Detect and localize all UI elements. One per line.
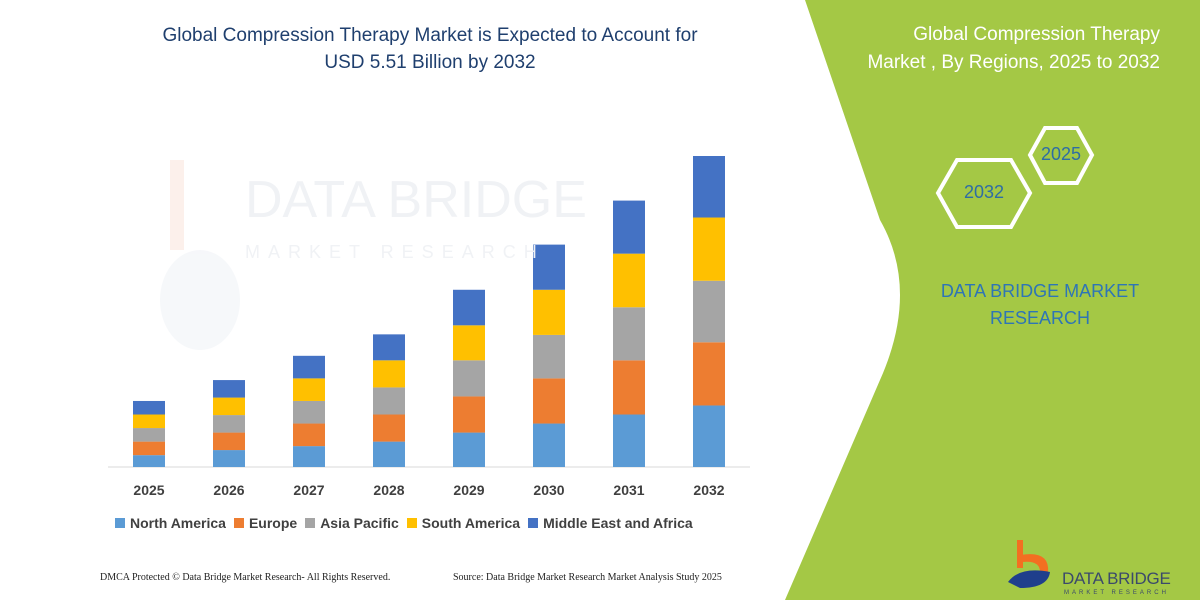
- bar-segment-2030-asia-pacific: [533, 334, 565, 379]
- chart-title-line1: Global Compression Therapy Market is Exp…: [162, 25, 698, 46]
- logo-subtext: MARKET RESEARCH: [1064, 590, 1169, 596]
- bar-segment-2028-europe: [373, 414, 405, 442]
- legend-swatch: [406, 518, 417, 528]
- x-tick-label: 2027: [293, 482, 325, 498]
- bar-segment-2026-europe: [213, 432, 245, 451]
- hex-label-2032: 2032: [963, 182, 1005, 202]
- x-tick-label: 2026: [213, 482, 245, 498]
- x-tick-label: 2030: [533, 482, 565, 498]
- bar-segment-2025-north-america: [133, 455, 165, 467]
- bar-segment-2027-south-america: [293, 378, 325, 401]
- bar-segment-2032-europe: [693, 342, 725, 406]
- legend-item: Middle East and Africa: [528, 515, 693, 531]
- legend-swatch: [305, 518, 316, 528]
- bar-segment-2031-middle-east-and-africa: [613, 200, 645, 254]
- bar-segment-2030-europe: [533, 378, 565, 424]
- watermark-subtext: MARKET RESEARCH: [245, 242, 545, 262]
- panel-title-line1: Global Compression Therapy: [913, 24, 1160, 45]
- x-tick-label: 2028: [373, 482, 405, 498]
- brand-text: DATA BRIDGE MARKET RESEARCH: [905, 278, 1175, 332]
- bar-segment-2028-asia-pacific: [373, 387, 405, 415]
- bar-segment-2027-europe: [293, 423, 325, 447]
- hexagon-2032: [935, 158, 1033, 229]
- bar-segment-2026-north-america: [213, 450, 245, 467]
- watermark-logo-icon: [160, 160, 240, 350]
- chart-title-line2: USD 5.51 Billion by 2032: [324, 52, 536, 73]
- bar-segment-2030-middle-east-and-africa: [533, 244, 565, 290]
- bar-segment-2029-north-america: [453, 432, 485, 467]
- legend-item: North America: [115, 515, 226, 531]
- bar-segment-2031-europe: [613, 360, 645, 415]
- panel-title: Global Compression Therapy Market , By R…: [830, 21, 1160, 77]
- bar-segment-2031-asia-pacific: [613, 307, 645, 361]
- legend-label: North America: [130, 515, 226, 531]
- bar-segment-2029-middle-east-and-africa: [453, 289, 485, 326]
- bar-segment-2028-north-america: [373, 441, 405, 467]
- legend-swatch: [233, 518, 244, 528]
- bar-segment-2030-north-america: [533, 423, 565, 467]
- brand-line2: RESEARCH: [989, 308, 1091, 328]
- legend-label: Europe: [248, 515, 298, 531]
- legend-item: Asia Pacific: [305, 515, 399, 531]
- footer-source: Source: Data Bridge Market Research Mark…: [453, 572, 722, 583]
- bar-segment-2025-south-america: [133, 414, 165, 429]
- bar-segment-2028-middle-east-and-africa: [373, 334, 405, 361]
- legend-label: Asia Pacific: [320, 515, 399, 531]
- panel-title-line2: Market , By Regions, 2025 to 2032: [867, 52, 1160, 73]
- bar-segment-2032-middle-east-and-africa: [693, 156, 725, 218]
- bar-segment-2027-asia-pacific: [293, 400, 325, 424]
- bar-segment-2025-europe: [133, 441, 165, 456]
- legend-swatch: [115, 518, 125, 528]
- bar-segment-2029-asia-pacific: [453, 360, 485, 397]
- logo-icon: [1008, 540, 1050, 588]
- bar-segment-2032-asia-pacific: [693, 280, 725, 343]
- bar-segment-2031-south-america: [613, 253, 645, 308]
- bar-segment-2028-south-america: [373, 360, 405, 388]
- bar-segment-2029-south-america: [453, 325, 485, 361]
- green-panel: [785, 0, 1200, 600]
- hexagon-2025: [1027, 126, 1095, 185]
- legend-item: Europe: [233, 515, 298, 531]
- legend-swatch: [528, 518, 539, 528]
- bars: [133, 156, 725, 467]
- legend-label: Middle East and Africa: [543, 515, 693, 531]
- x-tick-label: 2029: [453, 482, 485, 498]
- legend: North America Europe Asia Pacific South …: [115, 515, 693, 531]
- bar-segment-2031-north-america: [613, 414, 645, 467]
- bar-segment-2032-north-america: [693, 405, 725, 467]
- bar-segment-2029-europe: [453, 396, 485, 433]
- bar-segment-2030-south-america: [533, 289, 565, 335]
- brand-line1: DATA BRIDGE MARKET: [940, 281, 1140, 301]
- hex-label-2025: 2025: [1040, 144, 1082, 164]
- bar-segment-2025-middle-east-and-africa: [133, 400, 165, 415]
- x-tick-label: 2025: [133, 482, 165, 498]
- bar-segment-2027-middle-east-and-africa: [293, 355, 325, 379]
- bar-segment-2026-south-america: [213, 397, 245, 416]
- x-tick-label: 2032: [693, 482, 725, 498]
- bar-segment-2026-asia-pacific: [213, 415, 245, 433]
- logo-text: DATA BRIDGE: [1062, 569, 1171, 588]
- legend-item: South America: [406, 515, 521, 531]
- footer-copyright: DMCA Protected © Data Bridge Market Rese…: [100, 572, 391, 583]
- x-tick-label: 2031: [613, 482, 645, 498]
- chart-title: Global Compression Therapy Market is Exp…: [100, 22, 760, 76]
- bar-segment-2032-south-america: [693, 217, 725, 281]
- legend-label: South America: [421, 515, 521, 531]
- bar-segment-2027-north-america: [293, 446, 325, 467]
- bar-segment-2025-asia-pacific: [133, 428, 165, 442]
- watermark-text: DATA BRIDGE: [245, 171, 587, 229]
- bar-segment-2026-middle-east-and-africa: [213, 380, 245, 398]
